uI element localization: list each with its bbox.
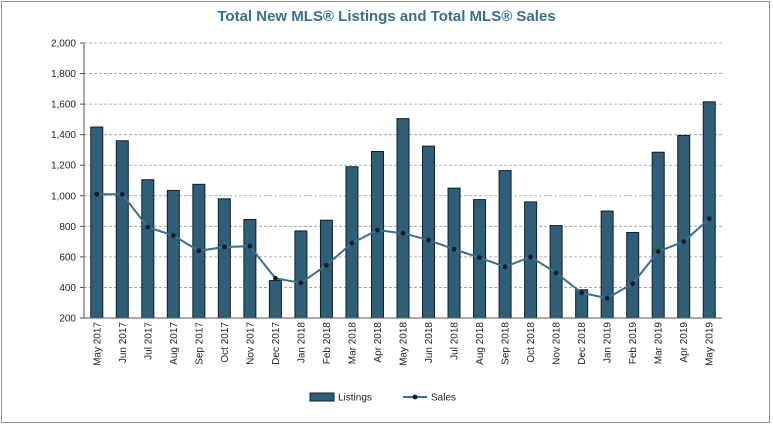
y-tick-label: 1,600 [51,100,76,111]
legend-listings-swatch [309,392,335,402]
y-tick-label: 800 [59,222,76,233]
legend-sales-marker [412,394,418,400]
x-tick-label: Jan 2019 [603,322,614,364]
listings-bar [90,126,104,319]
sales-point [502,264,508,270]
listings-bar [396,118,410,319]
listings-bar [677,134,691,319]
x-tick-label: Jul 2018 [450,322,461,360]
sales-point [324,262,329,268]
sales-point [273,275,278,281]
y-tick-label: 600 [59,252,76,263]
sales-point [426,237,431,243]
x-tick-label: Jun 2018 [424,322,435,364]
sales-point [94,191,100,197]
x-tick-label: Dec 2017 [271,322,282,365]
listings-bar [498,170,512,319]
x-tick-label: Jul 2017 [143,322,154,360]
sales-point [400,230,406,236]
chart-title: Total New MLS® Listings and Total MLS® S… [217,8,556,25]
sales-point [528,254,533,260]
listings-bar [370,150,384,319]
y-tick-label: 400 [59,283,76,294]
sales-point [604,295,610,301]
x-tick-label: Mar 2019 [654,322,665,365]
chart-legend: Listings Sales [309,392,456,404]
y-tick-label: 1,200 [51,161,76,172]
sales-point [119,191,125,197]
sales-point [247,243,253,249]
listings-bar [422,145,436,319]
sales-point [196,248,202,254]
sales-point [630,281,636,287]
listings-bars [90,101,716,319]
sales-point [451,246,457,252]
x-tick-label: Dec 2018 [577,322,588,365]
x-tick-label: Jan 2018 [296,322,307,364]
listings-bar [626,231,640,319]
x-tick-label: May 2017 [92,322,103,366]
legend-listings-label: Listings [338,393,372,404]
listings-bar [217,198,231,319]
sales-point [298,280,304,286]
listings-bar [294,230,308,319]
x-tick-label: Nov 2018 [552,322,563,365]
x-tick-label: Mar 2018 [347,322,358,365]
x-tick-label: Aug 2018 [475,322,486,365]
sales-point [170,233,176,238]
x-tick-label: Oct 2018 [526,322,537,363]
x-tick-label: May 2019 [705,322,716,366]
sales-point [681,239,687,245]
sales-point [349,240,355,246]
sales-point [477,255,482,261]
x-tick-labels: May 2017 Jun 2017 Jul 2017 Aug 2017 Sep 2017… [92,322,715,366]
sales-point [221,244,227,250]
listings-bar [600,210,614,319]
sales-point [579,290,585,296]
sales-point [706,216,712,222]
chart-grid [80,42,722,319]
x-tick-label: Jun 2017 [118,322,129,364]
y-tick-label: 1,800 [51,69,76,80]
listings-bar [702,101,716,319]
chart-axes [83,43,722,319]
sales-line [94,191,712,301]
x-tick-label: Sep 2017 [194,322,205,365]
x-tick-label: Oct 2017 [220,322,231,363]
x-tick-label: May 2018 [399,322,410,366]
x-tick-label: Apr 2018 [373,322,384,363]
listings-bar [268,280,282,319]
x-tick-label: Feb 2018 [322,322,333,365]
sales-point [655,249,661,254]
x-tick-label: Feb 2019 [628,322,639,365]
sales-point [375,227,380,233]
x-tick-label: Sep 2018 [501,322,512,365]
y-tick-label: 200 [59,314,76,325]
x-tick-label: Aug 2017 [169,322,180,365]
listings-bar [115,140,129,319]
y-tick-labels: 200 400 600 800 1,000 1,200 1,400 1,600 1,800 2,0… [51,39,76,325]
x-tick-label: Apr 2019 [679,322,690,363]
listings-bar [166,189,180,319]
listings-bar [651,151,665,319]
sales-point [553,270,559,276]
x-tick-label: Nov 2017 [245,322,256,365]
y-tick-label: 2,000 [51,39,76,50]
y-tick-label: 1,400 [51,130,76,141]
listings-bar [243,218,257,319]
listings-bar [447,187,461,319]
legend-sales-label: Sales [431,393,456,404]
listings-bar [141,179,155,319]
sales-point [145,224,151,230]
y-tick-label: 1,000 [51,191,76,202]
